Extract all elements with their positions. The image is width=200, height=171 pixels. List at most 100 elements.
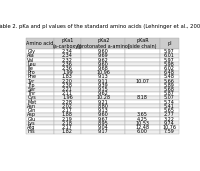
Text: Asp: Asp — [27, 112, 36, 117]
Text: 9.60: 9.60 — [98, 112, 109, 117]
Text: 9.68: 9.68 — [98, 66, 109, 71]
Bar — [81, 117, 125, 121]
Text: Lys: Lys — [27, 121, 35, 126]
Text: 10.76: 10.76 — [162, 125, 176, 130]
Text: 5.97: 5.97 — [164, 49, 175, 54]
Bar — [160, 130, 179, 134]
Bar — [54, 130, 81, 134]
Text: 5.65: 5.65 — [164, 108, 175, 113]
Text: Table 2. pKa and pI values of the standard amino acids (Lehninger et al., 2005).: Table 2. pKa and pI values of the standa… — [0, 24, 200, 29]
Bar — [160, 79, 179, 83]
Bar — [125, 92, 160, 96]
Bar — [160, 113, 179, 117]
Text: Asn: Asn — [27, 104, 36, 109]
Bar — [81, 121, 125, 125]
Text: 9.60: 9.60 — [98, 49, 109, 54]
Text: Gly: Gly — [27, 49, 35, 54]
Text: 5.68: 5.68 — [164, 87, 175, 92]
Text: His: His — [27, 129, 35, 134]
Text: 10.53: 10.53 — [135, 121, 149, 126]
Text: Ser: Ser — [27, 87, 36, 92]
Bar — [54, 83, 81, 87]
Text: 1.82: 1.82 — [62, 129, 73, 134]
Text: Val: Val — [27, 57, 35, 63]
Bar — [160, 83, 179, 87]
Bar — [160, 92, 179, 96]
Text: 2.34: 2.34 — [62, 49, 73, 54]
Bar — [26, 54, 54, 58]
Text: 9.17: 9.17 — [98, 129, 109, 134]
Text: 10.96: 10.96 — [96, 70, 110, 75]
Text: Thr: Thr — [27, 91, 36, 96]
Bar — [26, 121, 54, 125]
Bar — [160, 96, 179, 100]
Text: pKa1
(a-carboxyl): pKa1 (a-carboxyl) — [53, 38, 82, 49]
Bar — [81, 113, 125, 117]
Text: 9.13: 9.13 — [98, 74, 109, 79]
Bar — [125, 100, 160, 104]
Text: 10.07: 10.07 — [135, 79, 149, 84]
Bar — [26, 66, 54, 71]
Bar — [81, 62, 125, 66]
Bar — [125, 117, 160, 121]
Text: 2.18: 2.18 — [62, 121, 73, 126]
Bar — [54, 104, 81, 108]
Bar — [125, 54, 160, 58]
Bar — [125, 66, 160, 71]
Bar — [81, 100, 125, 104]
Text: Leu: Leu — [27, 62, 36, 67]
Bar — [54, 54, 81, 58]
Text: 1.88: 1.88 — [62, 112, 73, 117]
Bar — [81, 49, 125, 54]
Bar — [26, 117, 54, 121]
Text: 2.17: 2.17 — [62, 125, 73, 130]
Text: 4.25: 4.25 — [137, 116, 148, 122]
Bar — [160, 87, 179, 92]
Bar — [125, 104, 160, 108]
Text: 12.48: 12.48 — [135, 125, 149, 130]
Bar — [26, 113, 54, 117]
Text: 9.62: 9.62 — [98, 91, 109, 96]
Bar — [160, 62, 179, 66]
Bar — [160, 75, 179, 79]
Bar — [125, 38, 160, 49]
Text: 8.18: 8.18 — [137, 95, 148, 100]
Text: 2.32: 2.32 — [62, 57, 73, 63]
Bar — [81, 108, 125, 113]
Bar — [81, 75, 125, 79]
Text: 6.48: 6.48 — [164, 70, 175, 75]
Bar — [54, 92, 81, 96]
Bar — [81, 130, 125, 134]
Text: 9.39: 9.39 — [98, 83, 109, 88]
Text: 9.13: 9.13 — [98, 108, 109, 113]
Bar — [81, 71, 125, 75]
Text: 1.99: 1.99 — [62, 70, 73, 75]
Bar — [125, 49, 160, 54]
Text: 9.21: 9.21 — [98, 100, 109, 105]
Bar — [54, 113, 81, 117]
Bar — [54, 79, 81, 83]
Text: 3.22: 3.22 — [164, 116, 175, 122]
Text: 2.36: 2.36 — [62, 62, 73, 67]
Bar — [81, 58, 125, 62]
Text: 9.67: 9.67 — [98, 116, 109, 122]
Bar — [125, 75, 160, 79]
Bar — [125, 113, 160, 117]
Text: pI: pI — [167, 41, 172, 46]
Bar — [125, 83, 160, 87]
Text: Gln: Gln — [27, 108, 36, 113]
Text: Amino acid: Amino acid — [26, 41, 53, 46]
Text: 9.62: 9.62 — [98, 57, 109, 63]
Bar — [26, 58, 54, 62]
Bar — [54, 75, 81, 79]
Text: 2.17: 2.17 — [62, 108, 73, 113]
Bar — [54, 58, 81, 62]
Bar — [26, 100, 54, 104]
Bar — [81, 104, 125, 108]
Bar — [160, 100, 179, 104]
Bar — [54, 38, 81, 49]
Bar — [54, 66, 81, 71]
Bar — [81, 54, 125, 58]
Text: 5.41: 5.41 — [164, 104, 175, 109]
Bar — [125, 62, 160, 66]
